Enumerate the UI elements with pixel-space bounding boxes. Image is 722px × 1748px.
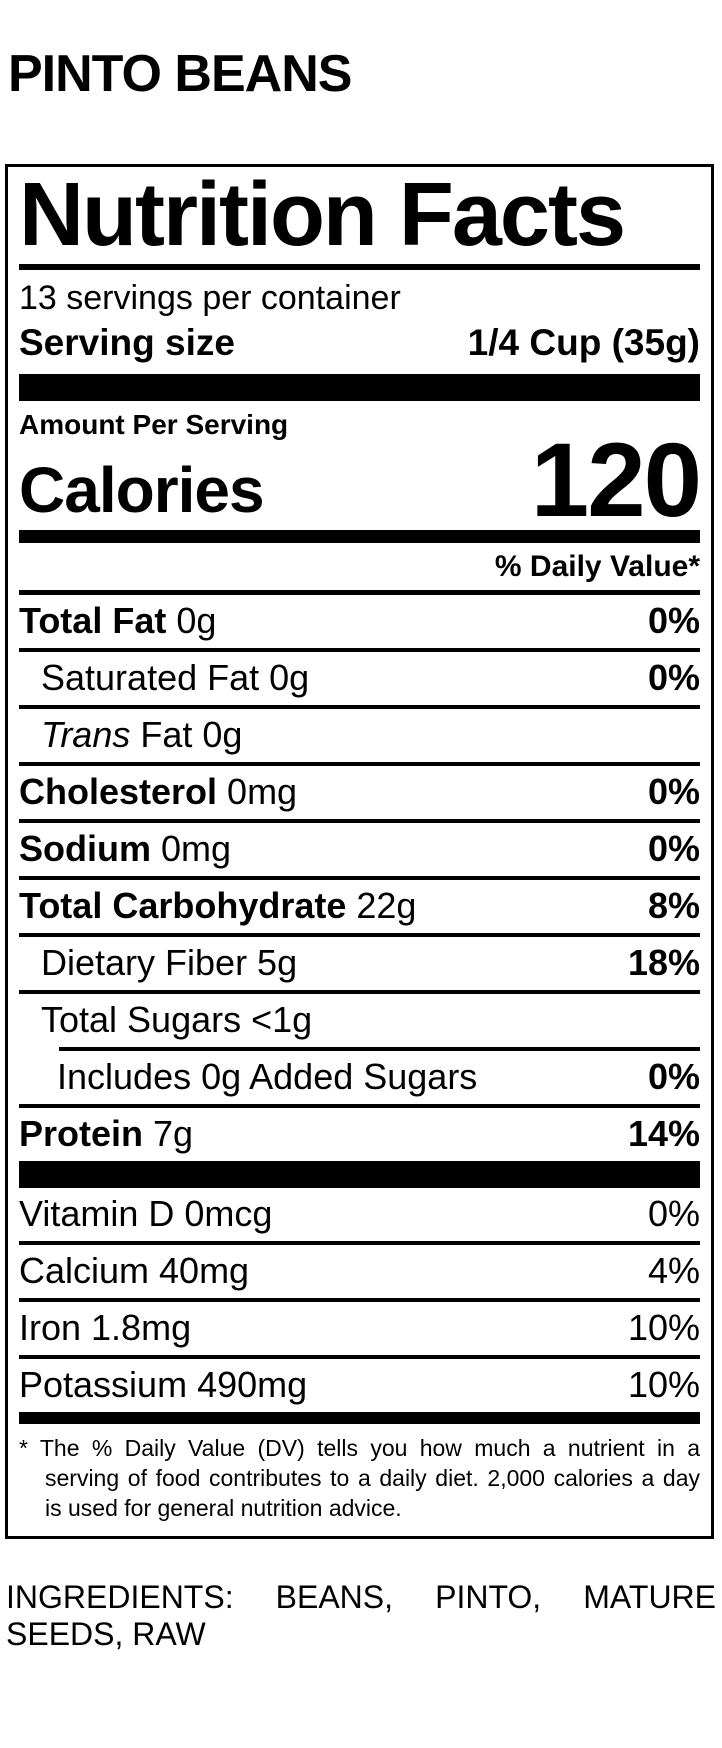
product-title: PINTO BEANS	[8, 45, 352, 103]
row-divider-rule	[19, 1104, 700, 1109]
nutrient-name-italic: Trans	[41, 714, 131, 756]
nutrient-name: Saturated Fat 0g	[41, 657, 310, 699]
row-divider-rule	[19, 705, 700, 710]
nutrient-rows: Total Fat 0g 0% Saturated Fat 0g 0% Tran…	[19, 595, 700, 1161]
daily-value-percent: 10%	[627, 1307, 700, 1349]
daily-value-percent: 8%	[647, 885, 700, 927]
nutrient-row: Sodium 0mg 0%	[19, 823, 700, 876]
daily-value-percent: 14%	[627, 1113, 700, 1155]
nutrient-row: Vitamin D 0mcg 0%	[19, 1188, 700, 1241]
nutrient-name: Potassium 490mg	[19, 1364, 308, 1406]
nutrient-name: Includes 0g Added Sugars	[57, 1056, 478, 1098]
daily-value-footnote: * The % Daily Value (DV) tells you how m…	[19, 1424, 700, 1536]
serving-size-value: 1/4 Cup (35g)	[467, 321, 700, 363]
nutrient-name: Vitamin D 0mcg	[19, 1193, 273, 1235]
daily-value-percent: 0%	[647, 1193, 700, 1235]
nutrient-name-bold: Total Carbohydrate	[19, 885, 347, 927]
section-bar-footnote	[19, 1412, 700, 1425]
row-divider-rule	[19, 933, 700, 938]
nutrient-row: Calcium 40mg 4%	[19, 1245, 700, 1298]
nutrient-row: Protein 7g 14%	[19, 1108, 700, 1161]
calories-value: 120	[530, 422, 702, 540]
daily-value-percent: 0%	[647, 600, 700, 642]
footnote-line: is used for general nutrition advice.	[45, 1495, 402, 1522]
row-divider-rule	[19, 876, 700, 881]
nutrient-row: Saturated Fat 0g 0%	[19, 652, 700, 705]
row-divider-rule	[19, 1298, 700, 1303]
row-divider-rule	[19, 648, 700, 653]
nutrient-name: Dietary Fiber 5g	[41, 942, 298, 984]
amount-per-serving-label: Amount Per Serving	[19, 408, 289, 440]
nutrient-row: Total Sugars <1g	[19, 994, 700, 1047]
row-divider-rule	[19, 990, 700, 995]
nutrient-row: Potassium 490mg 10%	[19, 1359, 700, 1412]
nutrient-name: Iron 1.8mg	[19, 1307, 192, 1349]
nutrient-row: Includes 0g Added Sugars 0%	[19, 1051, 700, 1104]
daily-value-rule	[19, 590, 700, 596]
section-bar-top	[19, 373, 700, 401]
nutrient-row: Total Fat 0g 0%	[19, 595, 700, 648]
nutrient-name: Sodium 0mg	[19, 828, 232, 870]
daily-value-percent: 0%	[647, 828, 700, 870]
daily-value-percent: 18%	[627, 942, 700, 984]
nutrient-row: Trans Fat 0g	[19, 709, 700, 762]
nutrition-facts-panel: Nutrition Facts 13 servings per containe…	[5, 164, 714, 1540]
nutrient-name-bold: Cholesterol	[19, 771, 218, 813]
daily-value-percent: 0%	[647, 1056, 700, 1098]
nutrient-name-bold: Protein	[19, 1113, 144, 1155]
nutrient-name: Total Fat 0g	[19, 600, 217, 642]
nutrient-name: Total Carbohydrate 22g	[19, 885, 417, 927]
nutrient-name-bold: Sodium	[19, 828, 151, 870]
footnote-line: * The % Daily Value (DV) tells you how m…	[19, 1435, 700, 1462]
section-bar-protein	[19, 1161, 700, 1189]
nutrient-name: Calcium 40mg	[19, 1250, 250, 1292]
nutrient-row: Total Carbohydrate 22g 8%	[19, 880, 700, 933]
section-bar-calories	[19, 530, 700, 544]
row-divider-rule	[19, 1355, 700, 1360]
daily-value-header: % Daily Value*	[494, 550, 700, 584]
nutrient-name: Total Sugars <1g	[41, 999, 313, 1041]
nutrition-facts-title: Nutrition Facts	[19, 165, 626, 265]
nutrient-row: Cholesterol 0mg 0%	[19, 766, 700, 819]
footnote-line: serving of food contributes to a daily d…	[45, 1465, 700, 1492]
nutrient-name: Protein 7g	[19, 1113, 194, 1155]
serving-size-row: Serving size 1/4 Cup (35g)	[19, 321, 700, 374]
servings-per-container: 13 servings per container	[19, 278, 401, 317]
row-divider-rule	[19, 1241, 700, 1246]
serving-size-label: Serving size	[19, 321, 235, 363]
calories-label: Calories	[19, 454, 265, 527]
row-divider-rule	[59, 1047, 700, 1052]
ingredients-line: INGREDIENTS: BEANS, PINTO, MATURE	[6, 1579, 716, 1616]
daily-value-percent: 4%	[647, 1250, 700, 1292]
nutrient-row: Iron 1.8mg 10%	[19, 1302, 700, 1355]
nutrient-row: Dietary Fiber 5g 18%	[19, 937, 700, 990]
row-divider-rule	[19, 762, 700, 767]
daily-value-percent: 10%	[627, 1364, 700, 1406]
nutrient-name-bold: Total Fat	[19, 600, 167, 642]
calories-row: Calories 120	[19, 422, 702, 540]
nutrient-name: Trans Fat 0g	[41, 714, 243, 756]
row-divider-rule	[19, 819, 700, 824]
title-divider-rule	[19, 263, 700, 270]
ingredients-statement: INGREDIENTS: BEANS, PINTO, MATURE SEEDS, …	[6, 1579, 716, 1653]
vitamin-rows: Vitamin D 0mcg 0% Calcium 40mg 4% Iron 1…	[19, 1188, 700, 1412]
daily-value-percent: 0%	[647, 657, 700, 699]
ingredients-line: SEEDS, RAW	[6, 1616, 206, 1653]
nutrient-name: Cholesterol 0mg	[19, 771, 298, 813]
daily-value-percent: 0%	[647, 771, 700, 813]
